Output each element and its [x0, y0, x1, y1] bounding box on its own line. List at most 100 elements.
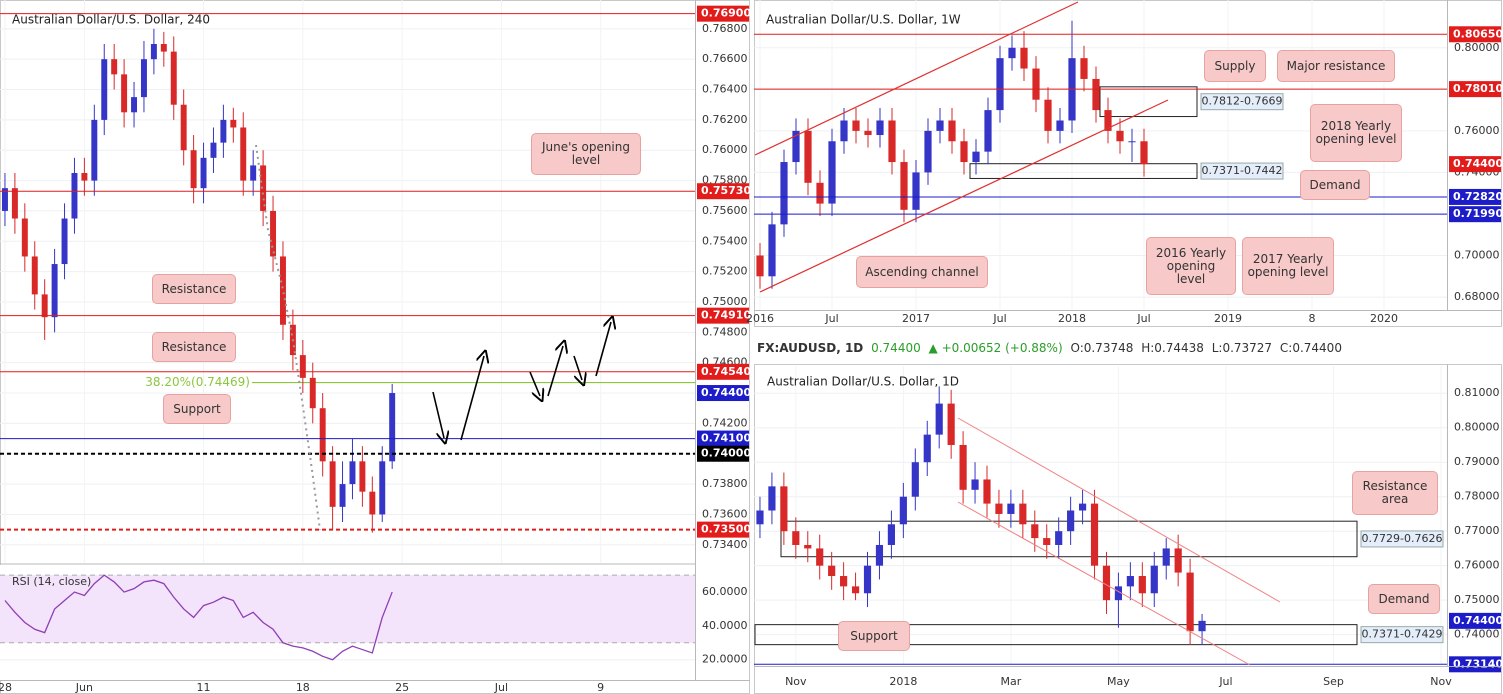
candle-body [1067, 510, 1075, 532]
chart-title: Australian Dollar/U.S. Dollar, 240 [12, 13, 210, 27]
ohlc: O:0.73748 [1070, 341, 1134, 355]
candle-body [816, 548, 824, 566]
candle-body [220, 119, 227, 143]
candle-body [260, 165, 267, 211]
candle-body [1092, 78, 1100, 111]
candle-body [51, 264, 58, 318]
level-label-bg [697, 521, 749, 538]
level-label: 0.78010 [1453, 82, 1503, 95]
candle-body [101, 59, 108, 120]
level-label: 0.74400 [701, 386, 751, 399]
candle-body [389, 393, 396, 462]
candle-body [935, 403, 943, 435]
candle-body [1078, 503, 1087, 511]
level-label-bg [1449, 26, 1501, 43]
candle-body [1138, 576, 1146, 594]
candle-body [1044, 99, 1052, 131]
level-label-bg [1449, 81, 1501, 98]
candle-body [887, 524, 895, 545]
rsi-line [4, 574, 393, 661]
x-tick-label: Nov [1430, 675, 1452, 688]
candle-body [190, 150, 197, 189]
candle-body [948, 120, 956, 142]
candle-body [756, 255, 764, 277]
candle-body [888, 120, 896, 163]
candle-body [1126, 576, 1134, 587]
candle-body [131, 97, 138, 113]
zone-label: 0.7371-0.7442 [1202, 164, 1283, 177]
candle-body [21, 218, 28, 257]
candle-body [170, 51, 177, 105]
callout: Demand [1300, 170, 1370, 200]
level-label: 0.72820 [1453, 190, 1503, 203]
candle-body [319, 408, 326, 462]
candle-body [279, 256, 286, 325]
callout: Resistance area [1352, 471, 1438, 515]
x-tick-label: 11 [197, 681, 211, 694]
panel-border [754, 0, 1502, 327]
candle-body [240, 127, 247, 181]
candle-body [1128, 141, 1136, 143]
candle-body [1140, 141, 1148, 165]
candle-body [200, 157, 207, 189]
level-label-bg [697, 430, 749, 447]
candle-body [1116, 130, 1124, 142]
candle-body [768, 486, 776, 511]
y-tick-label: 0.76000 [1454, 559, 1500, 572]
symbol: FX:AUDUSD, 1D [757, 341, 864, 355]
y-tick-label: 0.76800 [702, 22, 748, 35]
y-tick-label: 0.80000 [1454, 421, 1500, 434]
zone-label-bg [1360, 530, 1444, 548]
candle-body [1162, 548, 1170, 566]
ohlc: C:0.74400 [1279, 341, 1342, 355]
candle-body [1150, 565, 1158, 594]
x-tick-label: Jul [1136, 312, 1150, 325]
y-tick-label: 60.0000 [702, 585, 748, 598]
candle-body [111, 59, 118, 75]
candle-body [996, 58, 1004, 111]
candle-body [1090, 503, 1099, 566]
y-tick-label: 0.77000 [1454, 524, 1500, 537]
candle-body [840, 576, 848, 587]
y-tick-label: 0.76600 [702, 52, 748, 65]
candle-body [31, 256, 38, 295]
level-label: 0.74400 [1453, 157, 1503, 170]
candle-body [852, 120, 860, 131]
zone-box [754, 624, 1358, 646]
y-tick-label: 0.75200 [702, 265, 748, 278]
level-label-bg [1449, 156, 1501, 173]
x-tick-label: 2018 [1058, 312, 1086, 325]
zone-label-bg [1200, 93, 1284, 111]
y-tick-label: 0.73800 [702, 477, 748, 490]
level-label: 0.74100 [701, 432, 751, 445]
y-tick-label: 40.0000 [702, 619, 748, 632]
callout: Resistance [152, 274, 236, 304]
y-tick-label: 0.76000 [702, 143, 748, 156]
candle-body [1080, 58, 1088, 79]
x-tick-label: 18 [296, 681, 310, 694]
candle-body [349, 461, 356, 485]
x-tick-label: Jul [1218, 675, 1232, 688]
candle-body [804, 130, 812, 183]
level-label-bg [1449, 206, 1501, 223]
candle-body [329, 461, 336, 507]
y-tick-label: 0.81000 [1454, 386, 1500, 399]
candle-body [250, 165, 257, 181]
level-label: 0.74000 [701, 447, 751, 460]
candle-body [1114, 586, 1123, 601]
candle-body [339, 484, 346, 507]
x-tick-label: 2019 [1214, 312, 1242, 325]
x-tick-label: May [1107, 675, 1130, 688]
level-label-bg [697, 363, 749, 380]
zone-label-bg [1360, 626, 1444, 644]
x-tick-label: 2016 [746, 312, 774, 325]
candle-body [81, 172, 88, 181]
callout: Ascending channel [856, 256, 988, 288]
candle-body [379, 461, 386, 515]
chart-title: Australian Dollar/U.S. Dollar, 1W [766, 13, 961, 27]
candle-body [828, 565, 836, 577]
callout: 2017 Yearly opening level [1242, 237, 1334, 295]
y-tick-label: 0.76400 [702, 83, 748, 96]
y-tick-label: 0.73400 [702, 538, 748, 551]
